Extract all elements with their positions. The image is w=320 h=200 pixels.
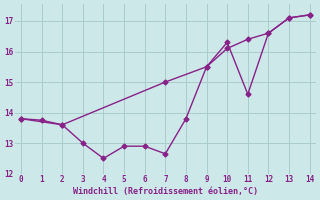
X-axis label: Windchill (Refroidissement éolien,°C): Windchill (Refroidissement éolien,°C) (73, 187, 258, 196)
